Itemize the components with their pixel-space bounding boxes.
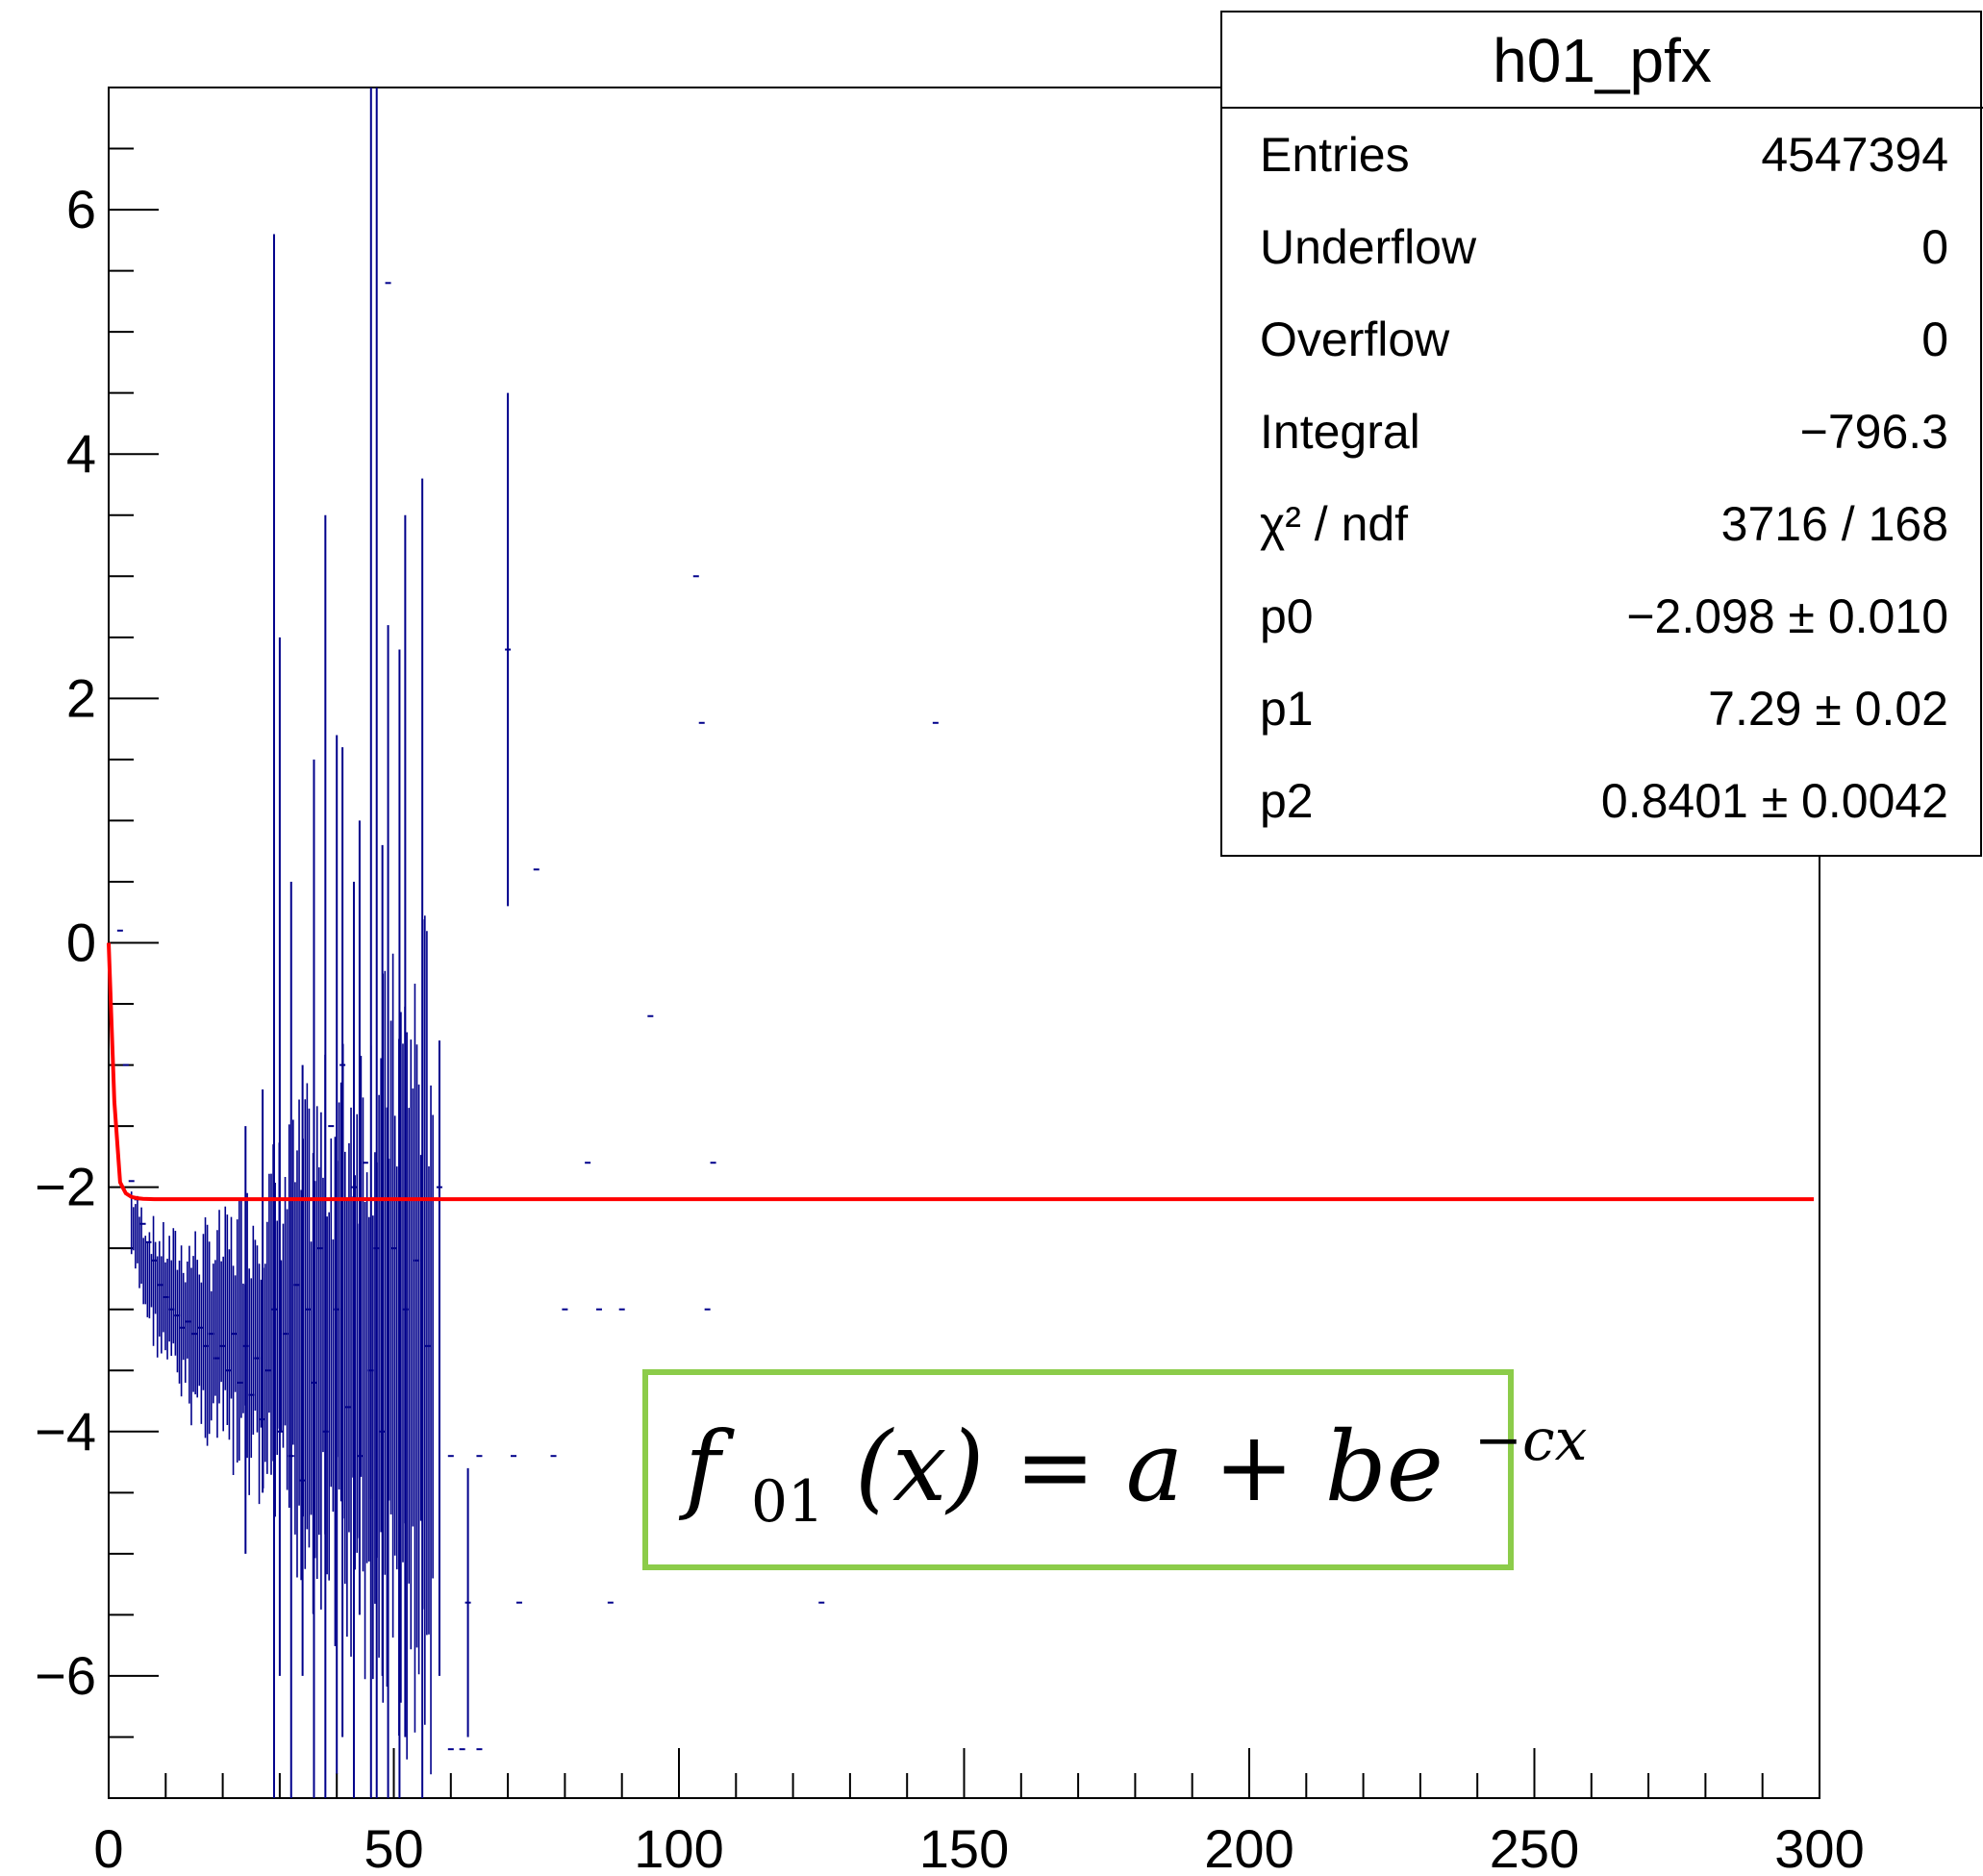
x-tick-label: 250 [1490,1818,1579,1876]
x-tick-label: 200 [1204,1818,1293,1876]
y-tick-label: 4 [66,423,96,484]
stats-row-value: 7.29 ± 0.02 [1708,682,1948,736]
formula-box-frame [642,1369,1514,1570]
y-tick-label: −6 [35,1645,96,1706]
stats-row-label: p1 [1260,682,1314,736]
y-tick-label: −4 [35,1401,96,1462]
stats-row-value: 0 [1921,220,1948,274]
y-tick-label: 0 [66,913,96,973]
axis-tick-labels: 0 50 100 150 200 250 300 −6 −4 −2 0 2 4 6 [35,179,1865,1876]
y-tick-label: 2 [66,667,96,728]
x-tick-label: 100 [634,1818,723,1876]
formula-equals: = a + be [1015,1411,1443,1523]
formula-subscript: 01 [751,1468,824,1536]
axis-ticks [108,87,1820,1799]
stats-row-label: Integral [1260,405,1420,459]
stats-row-label: p2 [1260,774,1314,828]
formula-arg: (x) [855,1411,984,1523]
stats-row-value: −2.098 ± 0.010 [1626,589,1948,643]
stats-row-label: Underflow [1260,220,1477,274]
formula-text: f 01 (x) = a + be −cx [678,1407,1587,1544]
formula-exponent: −cx [1474,1407,1588,1474]
formula-box: f 01 (x) = a + be −cx [642,1369,1587,1570]
stats-row-value: −796.3 [1800,405,1948,459]
y-tick-label: −2 [35,1157,96,1217]
x-tick-label: 300 [1774,1818,1864,1876]
stats-row-value: 0.8401 ± 0.0042 [1601,774,1948,828]
stats-row-value: 0 [1921,313,1948,366]
stats-box-rows: Entries 4547394 Underflow 0 Overflow 0 Integra… [1260,128,1948,828]
y-tick-label: 6 [66,179,96,239]
stats-row-label: Entries [1260,128,1410,182]
x-tick-label: 50 [364,1818,423,1876]
data-marks [116,88,939,1798]
stats-row-label: χ² / ndf [1260,497,1408,551]
stats-box: h01_pfx Entries 4547394 Underflow 0 Overflow… [1220,11,1983,857]
stats-row-label: p0 [1260,589,1314,643]
stats-box-frame [1220,11,1982,857]
stats-row-label: Overflow [1260,313,1450,366]
stats-row-value: 4547394 [1761,128,1948,182]
fit-curve [107,942,1815,1202]
fit-curve-layer [107,942,1815,1202]
stats-box-title: h01_pfx [1493,26,1712,95]
formula-lhs: f [678,1411,735,1523]
x-tick-label: 150 [919,1818,1009,1876]
stats-row-value: 3716 / 168 [1721,497,1948,551]
x-tick-label: 0 [93,1818,123,1876]
